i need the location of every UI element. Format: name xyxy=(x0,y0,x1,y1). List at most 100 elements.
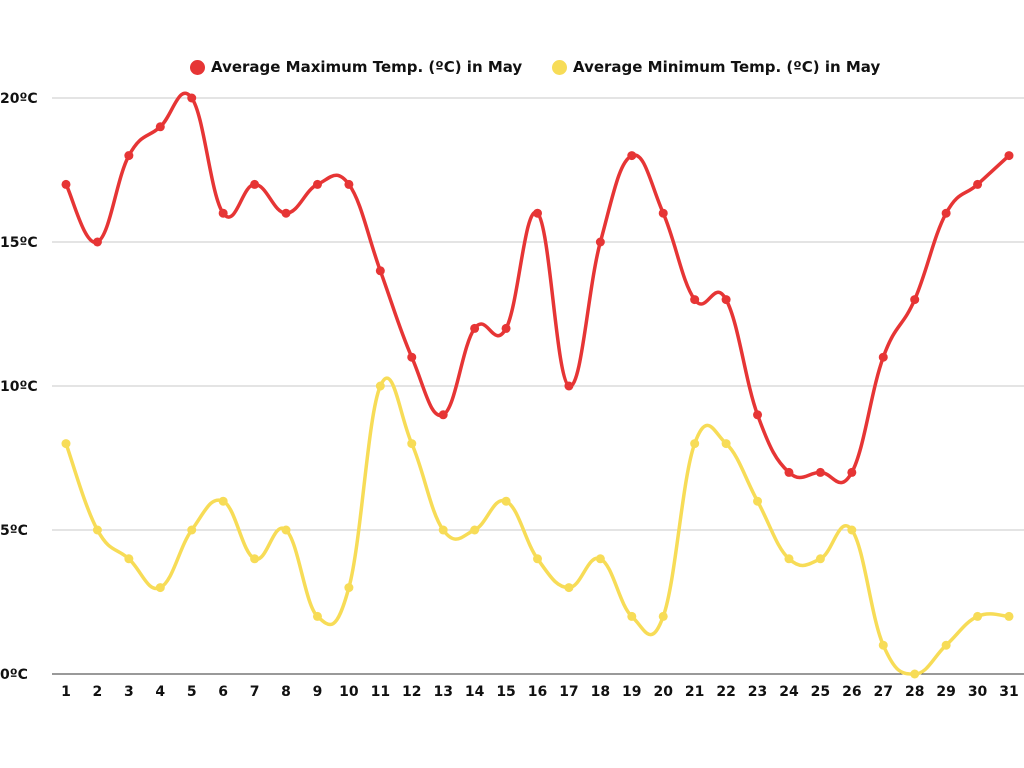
data-point-min xyxy=(973,611,983,621)
y-tick-label: 5ºC xyxy=(0,523,28,539)
x-tick-label: 31 xyxy=(999,684,1018,700)
x-tick-label: 2 xyxy=(93,684,103,700)
data-point-min xyxy=(375,381,385,391)
series-line-max xyxy=(64,91,1011,485)
data-point-min xyxy=(595,554,605,564)
x-tick-label: 7 xyxy=(250,684,260,700)
x-tick-label: 30 xyxy=(968,684,988,700)
data-point-max xyxy=(344,179,354,189)
x-tick-label: 17 xyxy=(559,684,578,700)
x-tick-label: 23 xyxy=(748,684,767,700)
x-tick-label: 10 xyxy=(339,684,359,700)
x-tick-label: 21 xyxy=(685,684,704,700)
x-tick-label: 22 xyxy=(716,684,735,700)
legend-label-max: Average Maximum Temp. (ºC) in May xyxy=(211,58,523,76)
data-point-max xyxy=(61,179,71,189)
data-point-min xyxy=(533,554,542,564)
legend-item-min: Average Minimum Temp. (ºC) in May xyxy=(552,58,880,76)
data-point-max xyxy=(470,323,480,333)
x-tick-label: 25 xyxy=(811,684,830,700)
data-point-max xyxy=(533,208,542,218)
legend-label-min: Average Minimum Temp. (ºC) in May xyxy=(573,58,881,76)
data-point-max xyxy=(973,179,983,189)
y-tick-label: 10ºC xyxy=(0,379,38,395)
data-point-min xyxy=(721,439,731,449)
legend-item-max: Average Maximum Temp. (ºC) in May xyxy=(190,58,522,76)
data-point-min xyxy=(847,525,857,535)
data-point-max xyxy=(564,381,574,391)
x-tick-label: 3 xyxy=(124,684,134,700)
legend-marker-min xyxy=(552,59,567,75)
x-tick-label: 8 xyxy=(281,684,291,700)
data-point-min xyxy=(312,611,322,621)
data-point-min xyxy=(910,669,920,679)
data-point-min xyxy=(61,439,71,449)
data-point-min xyxy=(407,439,417,449)
data-point-max xyxy=(941,208,951,218)
data-point-min xyxy=(187,525,197,535)
data-point-max xyxy=(658,208,668,218)
x-tick-label: 9 xyxy=(313,684,323,700)
data-point-max xyxy=(218,208,228,218)
x-tick-label: 26 xyxy=(842,684,861,700)
y-tick-label: 0ºC xyxy=(0,667,28,683)
x-tick-label: 24 xyxy=(779,684,799,700)
data-point-min xyxy=(564,583,574,593)
data-point-max xyxy=(815,467,825,477)
data-point-max xyxy=(1004,151,1014,161)
data-point-max xyxy=(187,93,197,103)
data-point-max xyxy=(124,151,134,161)
data-point-max xyxy=(375,266,385,276)
x-tick-label: 4 xyxy=(155,684,165,700)
data-point-min xyxy=(658,611,668,621)
y-tick-label: 20ºC xyxy=(0,91,38,107)
y-tick-label: 15ºC xyxy=(0,235,38,251)
x-tick-label: 16 xyxy=(528,684,547,700)
data-point-max xyxy=(92,237,102,247)
data-point-max xyxy=(281,208,291,218)
data-point-min xyxy=(501,496,511,506)
data-point-max xyxy=(878,352,888,362)
data-point-max xyxy=(721,295,731,305)
x-tick-label: 13 xyxy=(433,684,452,700)
x-tick-label: 14 xyxy=(465,684,485,700)
data-point-min xyxy=(218,496,228,506)
data-point-max xyxy=(438,410,448,420)
data-point-max xyxy=(627,151,637,161)
data-point-min xyxy=(1004,611,1014,621)
data-point-min xyxy=(690,439,700,449)
x-tick-label: 6 xyxy=(218,684,228,700)
data-point-max xyxy=(407,352,417,362)
x-tick-label: 28 xyxy=(905,684,924,700)
x-tick-label: 5 xyxy=(187,684,197,700)
data-point-max xyxy=(753,410,763,420)
data-point-min xyxy=(753,496,763,506)
data-point-min xyxy=(124,554,134,564)
data-point-max xyxy=(910,295,920,305)
data-point-min xyxy=(438,525,448,535)
data-point-max xyxy=(595,237,605,247)
x-tick-label: 18 xyxy=(591,684,610,700)
data-point-min xyxy=(470,525,480,535)
x-tick-label: 1 xyxy=(61,684,71,700)
data-point-max xyxy=(784,467,794,477)
data-point-max xyxy=(847,467,857,477)
data-point-min xyxy=(627,611,637,621)
x-tick-label: 15 xyxy=(496,684,515,700)
data-point-min xyxy=(281,525,291,535)
data-point-min xyxy=(92,525,102,535)
data-point-min xyxy=(155,583,165,593)
data-point-min xyxy=(815,554,825,564)
series-line-min xyxy=(64,376,1011,676)
data-point-max xyxy=(501,323,511,333)
x-tick-label: 27 xyxy=(874,684,893,700)
data-point-max xyxy=(250,179,260,189)
legend-marker-max xyxy=(190,59,205,75)
data-point-max xyxy=(155,122,165,132)
x-tick-label: 12 xyxy=(402,684,421,700)
data-point-min xyxy=(250,554,260,564)
data-point-max xyxy=(312,179,322,189)
data-point-min xyxy=(784,554,794,564)
data-point-max xyxy=(690,295,700,305)
